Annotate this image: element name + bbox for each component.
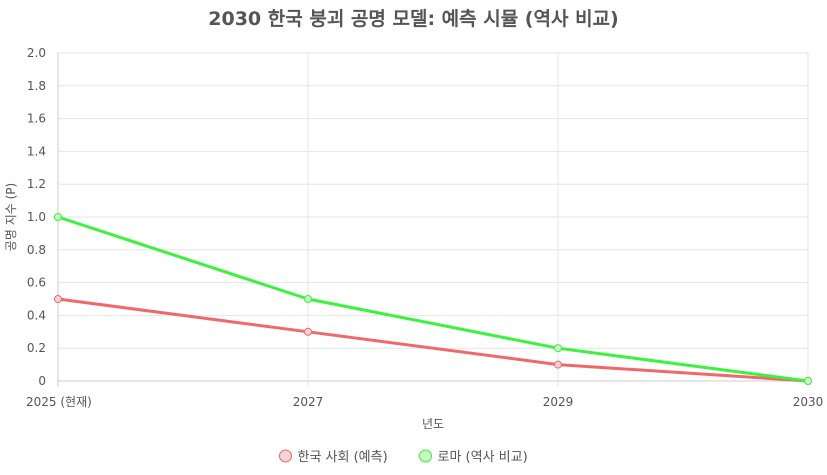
data-point [804, 377, 812, 385]
x-axis-title: 년도 [422, 417, 444, 431]
y-axis-title: 공명 지수 (P) [4, 183, 18, 251]
y-tick-label: 1.8 [27, 79, 46, 93]
y-tick-label: 0.6 [27, 276, 46, 290]
x-axis-ticks: 2025 (현재) 2027 2029 2030 [26, 395, 823, 409]
x-tick-label: 2025 (현재) [26, 395, 92, 409]
series-layer [54, 213, 812, 385]
y-tick-label: 1.6 [27, 112, 46, 126]
y-tick-label: 2.0 [27, 46, 46, 60]
series-line [57, 215, 809, 383]
y-tick-label: 0 [38, 374, 46, 388]
legend-item[interactable]: 로마 (역사 비교) [419, 449, 528, 465]
data-point [54, 213, 62, 221]
data-point [554, 360, 562, 369]
y-tick-label: 1.4 [27, 144, 46, 158]
data-point [304, 327, 312, 336]
y-tick-label: 0.8 [27, 243, 46, 257]
data-point [554, 344, 562, 353]
x-tick-label: 2030 [793, 395, 824, 409]
legend-marker [279, 449, 292, 463]
y-tick-label: 0.2 [27, 341, 46, 355]
series-line [57, 297, 809, 383]
legend-label: 로마 (역사 비교) [438, 450, 528, 465]
x-tick-label: 2027 [293, 395, 324, 409]
grid-lines [57, 52, 809, 387]
data-point [304, 295, 312, 303]
legend: 한국 사회 (예측) 로마 (역사 비교) [279, 449, 528, 465]
y-tick-label: 1.2 [27, 177, 46, 191]
legend-item[interactable]: 한국 사회 (예측) [279, 449, 388, 465]
chart-title: 2030 한국 붕괴 공명 모델: 예측 시뮬 (역사 비교) [208, 8, 619, 30]
y-tick-label: 1.0 [27, 210, 46, 224]
data-point [54, 295, 62, 303]
y-tick-label: 0.4 [27, 308, 46, 322]
legend-marker [419, 449, 432, 463]
x-tick-label: 2029 [543, 395, 574, 409]
legend-label: 한국 사회 (예측) [298, 450, 388, 465]
y-axis-ticks: 0 0.2 0.4 0.6 0.8 1.0 1.2 1.4 1.6 1.8 2.0 [27, 46, 46, 388]
